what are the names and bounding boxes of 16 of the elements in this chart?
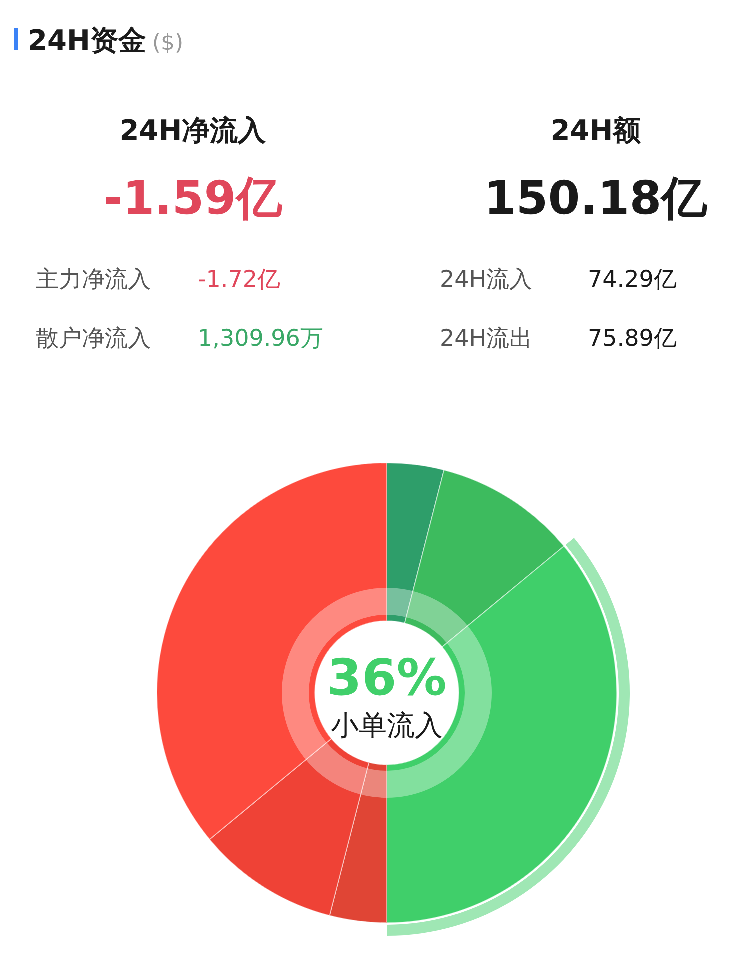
text: 散户净流入	[36, 325, 151, 354]
slice-label: 小单流入	[331, 709, 443, 742]
text: 主力净流入	[36, 266, 151, 295]
text: 150.18亿	[483, 170, 709, 227]
text: 24H资金	[28, 24, 146, 57]
text: -1.59亿	[102, 170, 284, 227]
data-label: 36%	[327, 649, 447, 707]
text: 74.29亿	[588, 266, 677, 295]
text: 75.89亿	[588, 325, 677, 354]
text: -1.72亿	[198, 266, 281, 295]
text: 24H流入	[440, 266, 533, 295]
text: 24H流出	[440, 325, 533, 354]
text: 24H净流入	[118, 113, 268, 149]
text: 1,309.96万	[198, 325, 324, 354]
text: 24H额	[550, 113, 642, 149]
text: ($)	[152, 31, 184, 56]
